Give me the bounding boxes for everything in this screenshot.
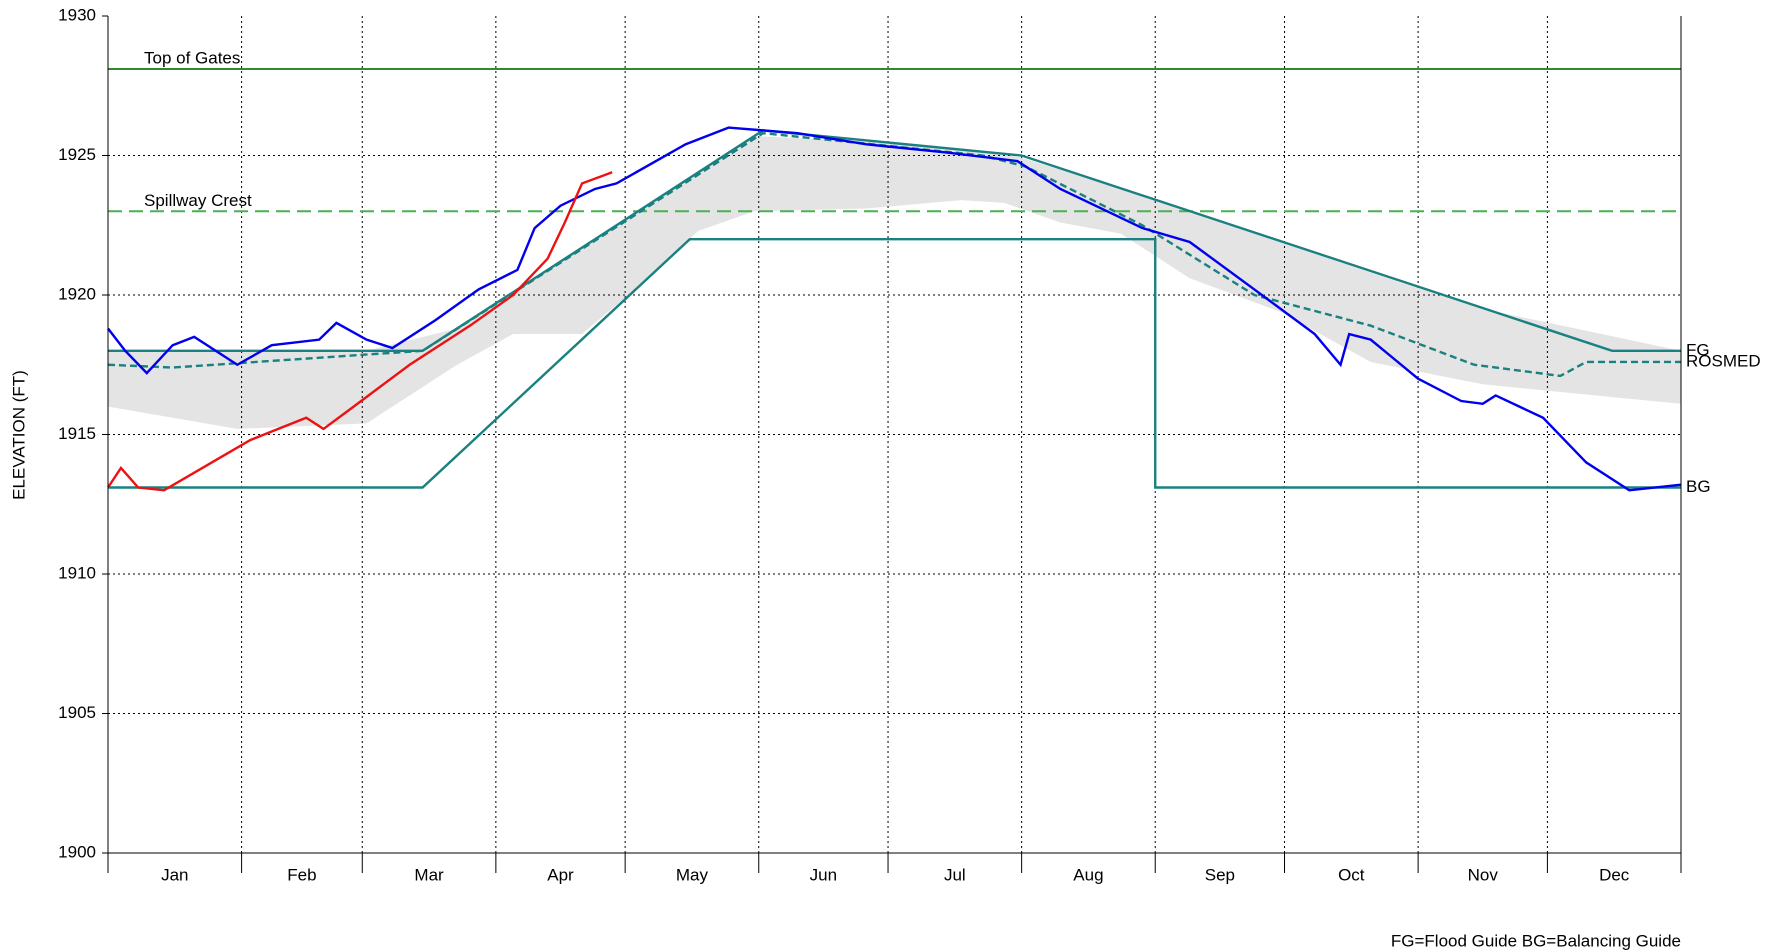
series-end-label: ROSMED [1686, 351, 1761, 370]
y-tick-label: 1915 [58, 424, 96, 443]
series-line [108, 238, 1681, 489]
footnote: FG=Flood Guide BG=Balancing Guide [1391, 931, 1681, 950]
y-tick-label: 1910 [58, 563, 96, 582]
x-tick-label: Mar [414, 865, 444, 884]
y-axis-label: ELEVATION (FT) [9, 370, 28, 500]
x-tick-label: Dec [1599, 865, 1630, 884]
y-tick-label: 1920 [58, 284, 96, 303]
x-tick-label: Aug [1073, 865, 1103, 884]
x-tick-label: Oct [1338, 865, 1365, 884]
series-line [106, 171, 613, 492]
x-tick-label: Jul [944, 865, 966, 884]
reference-label: Top of Gates [144, 48, 240, 67]
x-tick-label: Jun [810, 865, 837, 884]
y-tick-label: 1905 [58, 703, 96, 722]
x-tick-label: Apr [547, 865, 574, 884]
series-line [107, 126, 1682, 492]
series-end-label: BG [1686, 477, 1711, 496]
x-tick-label: Jan [161, 865, 188, 884]
series-line [108, 129, 1681, 352]
x-tick-label: Sep [1205, 865, 1235, 884]
y-tick-label: 1925 [58, 145, 96, 164]
x-tick-label: Nov [1468, 865, 1499, 884]
y-tick-label: 1900 [58, 842, 96, 861]
y-tick-label: 1930 [58, 5, 96, 24]
x-tick-label: Feb [287, 865, 316, 884]
reference-label: Spillway Crest [144, 191, 252, 210]
series-line [107, 131, 1681, 378]
x-tick-label: May [676, 865, 709, 884]
range-band [108, 135, 1681, 429]
series-end-label: FG [1686, 340, 1710, 359]
